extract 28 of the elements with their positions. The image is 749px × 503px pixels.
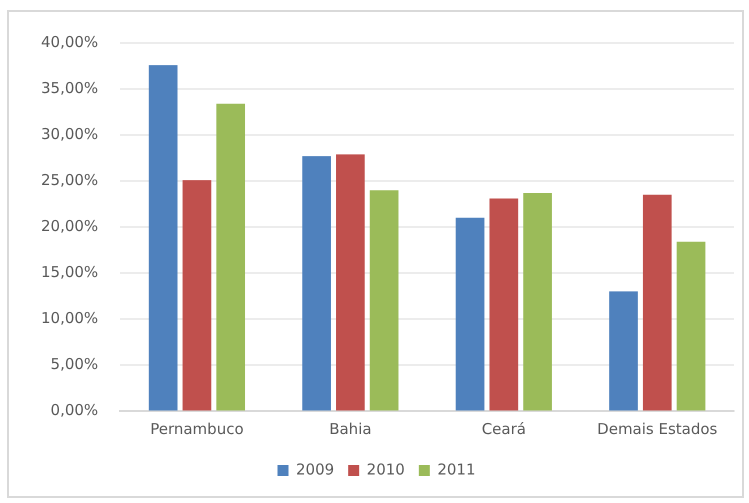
bar (456, 218, 484, 410)
legend-label: 2011 (437, 460, 476, 478)
bar (489, 198, 518, 410)
legend-label: 2009 (296, 460, 334, 478)
bar (182, 180, 212, 410)
bar (676, 242, 706, 410)
bar (609, 291, 638, 410)
x-tick-label: Demais Estados (597, 420, 718, 438)
x-tick-label: Ceará (482, 420, 526, 438)
y-tick-label: 0,00% (50, 400, 98, 419)
legend-label: 2010 (366, 460, 405, 478)
y-tick-label: 5,00% (50, 354, 98, 373)
y-tick-label: 30,00% (40, 124, 98, 143)
bar (523, 192, 552, 410)
bar (336, 154, 365, 410)
bar (370, 190, 398, 410)
bar (148, 65, 178, 410)
x-tick-label: Bahia (329, 420, 372, 438)
y-tick-label: 20,00% (40, 216, 98, 235)
y-tick-label: 10,00% (40, 308, 98, 327)
bar (642, 194, 672, 410)
y-tick-label: 40,00% (40, 32, 98, 51)
bar (216, 104, 246, 410)
y-tick-label: 15,00% (40, 262, 98, 281)
bar (302, 156, 331, 410)
y-tick-label: 25,00% (40, 170, 98, 189)
y-tick-label: 35,00% (40, 78, 98, 97)
x-tick-label: Pernambuco (150, 420, 244, 438)
